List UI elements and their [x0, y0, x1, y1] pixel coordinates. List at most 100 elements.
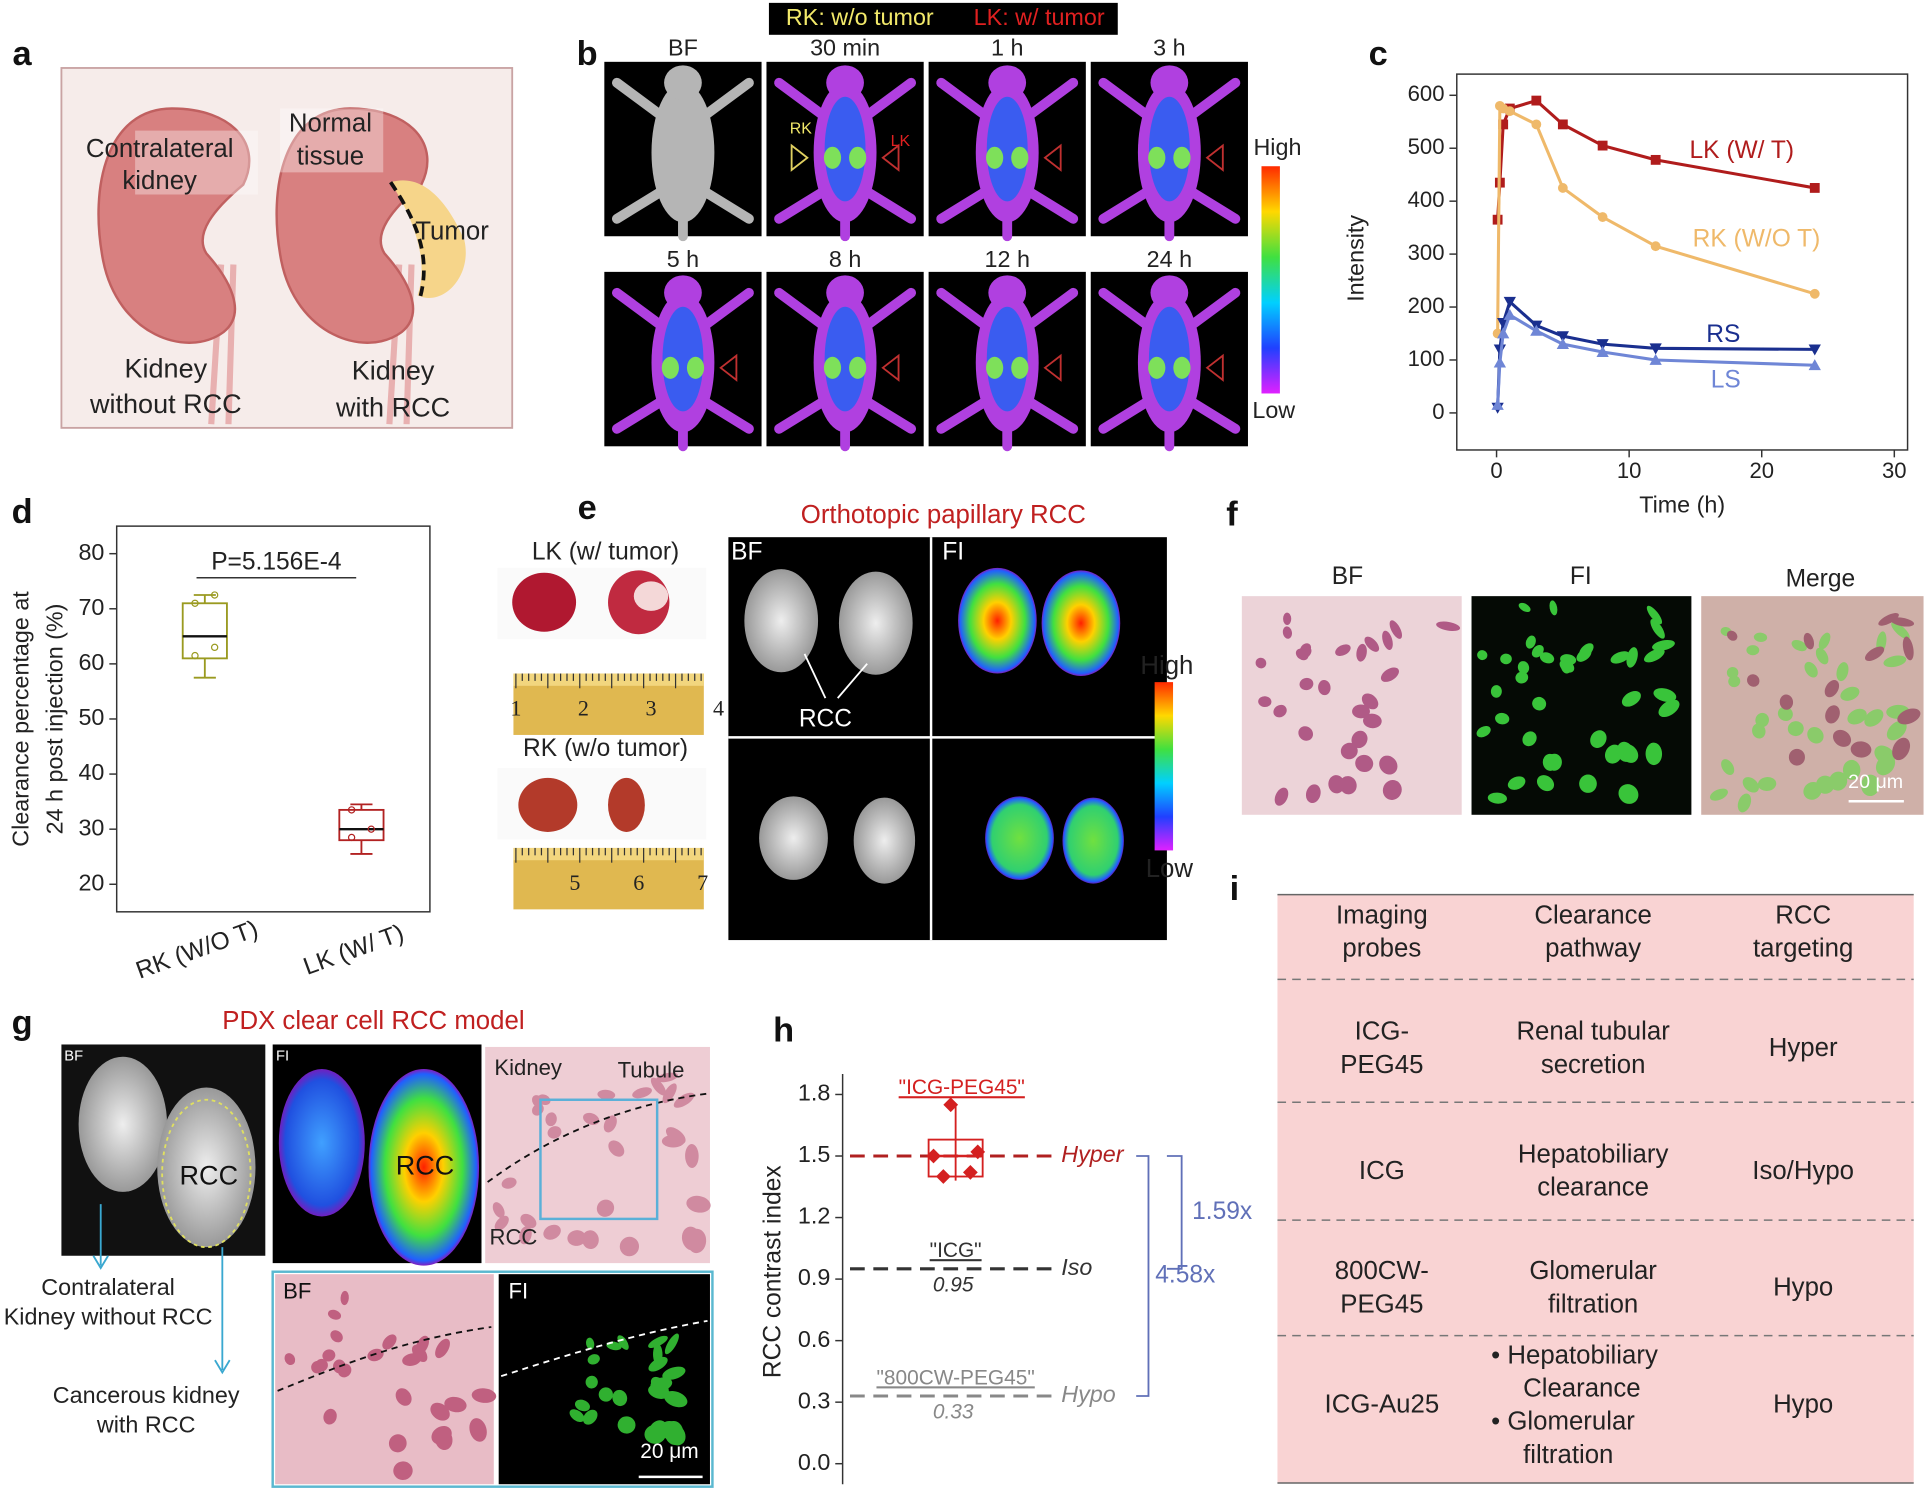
shape — [650, 1077, 666, 1096]
shape — [469, 1418, 487, 1442]
shape — [1298, 726, 1314, 741]
shape — [1559, 659, 1575, 673]
line — [774, 77, 827, 120]
label: Merge — [1786, 566, 1856, 593]
point — [347, 833, 356, 842]
label: 400 — [1408, 187, 1445, 212]
shape — [1148, 146, 1166, 169]
label: 5 h — [667, 246, 699, 272]
label: Kidney — [494, 1055, 562, 1080]
shape — [1542, 753, 1558, 771]
marker — [1597, 212, 1608, 222]
panel-label: i — [1230, 870, 1240, 908]
shape — [1621, 691, 1641, 707]
label: BF — [731, 539, 762, 566]
line — [701, 77, 754, 120]
point — [191, 651, 199, 660]
shape — [1507, 776, 1526, 790]
shape — [1361, 693, 1379, 710]
label: 4 — [713, 695, 724, 720]
shape — [585, 1337, 595, 1350]
shape — [492, 1202, 505, 1218]
marker — [1556, 331, 1569, 343]
shape — [327, 1309, 342, 1320]
line — [863, 397, 917, 434]
boundary — [487, 1092, 708, 1183]
panel-label: h — [773, 1011, 794, 1049]
shape — [1274, 787, 1289, 806]
point — [926, 1148, 941, 1164]
shape — [1709, 788, 1728, 801]
label: 0 — [1490, 458, 1502, 483]
line — [1188, 287, 1241, 330]
shape — [1173, 146, 1191, 169]
shape — [340, 1290, 349, 1306]
shape — [849, 356, 867, 379]
point — [963, 1165, 978, 1180]
shape — [1840, 686, 1860, 701]
shape — [958, 567, 1037, 674]
shape — [650, 1377, 673, 1391]
marker — [1491, 398, 1504, 410]
label: BF — [668, 35, 698, 61]
shape — [664, 1423, 686, 1446]
point — [210, 591, 219, 599]
shape — [1847, 708, 1867, 725]
shape — [518, 777, 578, 832]
shape — [135, 130, 258, 195]
shape — [1616, 741, 1634, 762]
label: Kidney — [352, 356, 435, 386]
label: 4.58x — [1155, 1261, 1216, 1288]
shape — [1824, 680, 1840, 698]
shape — [1747, 674, 1760, 687]
label: 1 h — [991, 35, 1023, 61]
shape — [824, 306, 866, 412]
boundary — [500, 1319, 708, 1378]
shape — [1737, 793, 1752, 813]
label: 200 — [1408, 293, 1445, 318]
shape — [1351, 730, 1368, 749]
shape — [434, 1428, 453, 1451]
shape — [1646, 605, 1663, 625]
arrowhead — [1043, 143, 1062, 172]
shape — [435, 1338, 450, 1359]
shape — [608, 1140, 625, 1157]
shape — [1850, 741, 1872, 758]
label: LK (W/ T) — [300, 920, 407, 981]
label: FI — [509, 1278, 529, 1303]
label: PEG45 — [1340, 1051, 1423, 1079]
label: 20 — [78, 869, 104, 895]
shape — [1539, 652, 1555, 664]
label: Contralateral — [41, 1274, 175, 1300]
shape — [686, 356, 705, 379]
shape — [1283, 612, 1292, 626]
label: BF — [283, 1278, 311, 1303]
shape — [1902, 636, 1914, 661]
shape — [664, 275, 702, 311]
shape — [759, 796, 828, 880]
label: Orthotopic papillary RCC — [801, 501, 1086, 529]
arrowhead — [881, 353, 900, 382]
line — [1098, 287, 1151, 330]
shape — [1818, 632, 1831, 650]
shape — [1643, 648, 1665, 663]
shape — [1618, 784, 1639, 804]
line — [774, 287, 827, 330]
shape — [617, 1335, 629, 1350]
shape — [1062, 797, 1124, 884]
point — [970, 1144, 986, 1160]
shape — [988, 65, 1027, 101]
shape — [664, 1391, 688, 1408]
shape — [547, 1126, 562, 1139]
shape — [665, 1127, 686, 1145]
label: 70 — [78, 594, 104, 620]
point — [191, 599, 199, 607]
shape — [823, 146, 842, 169]
line — [863, 77, 917, 120]
marker — [1493, 356, 1507, 368]
shape — [284, 1353, 296, 1366]
shape — [1742, 777, 1759, 793]
label: 1.5 — [798, 1141, 830, 1167]
shape — [1579, 774, 1597, 793]
